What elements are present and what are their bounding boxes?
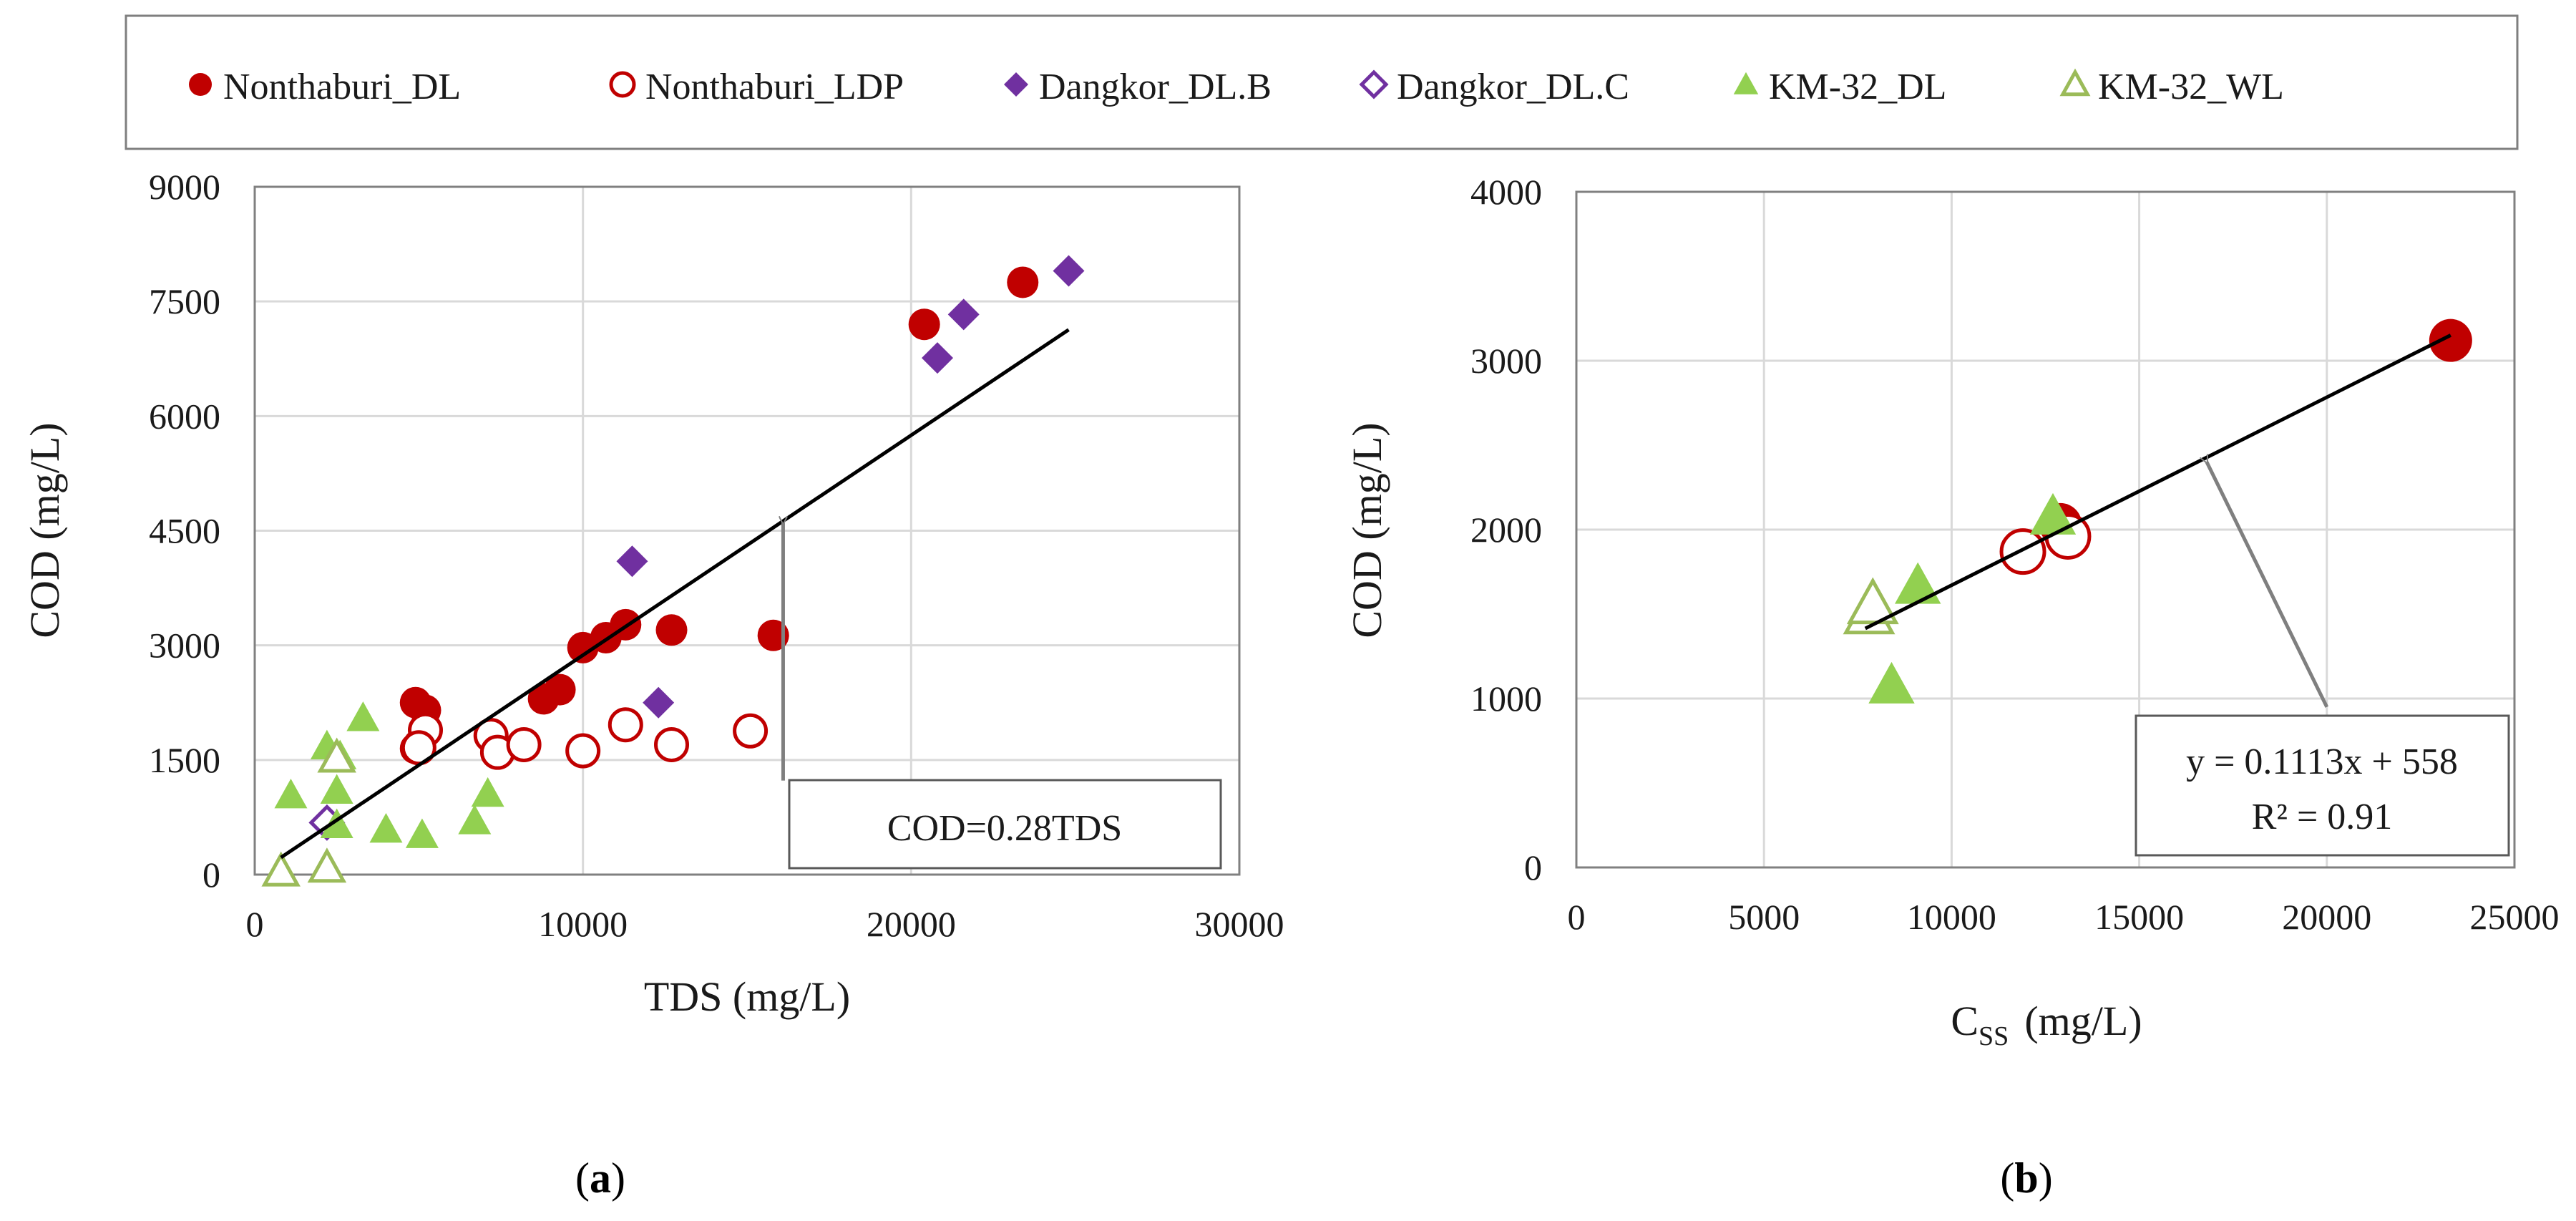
legend-label-nonthaburi-dl: Nonthaburi_DL <box>223 67 461 107</box>
chart-b-plot-frame <box>1575 190 2516 869</box>
chart-a-point-nonthaburi-ldp <box>654 726 690 762</box>
chart-a-x-tick-label: 0 <box>246 904 264 944</box>
chart-a-point-km-32-dl <box>346 701 380 731</box>
chart-a-point-nonthaburi-dl <box>1007 266 1039 298</box>
chart-b-point-km-32-dl <box>1895 562 1941 604</box>
chart-a-y-tick-label: 7500 <box>149 281 220 321</box>
chart-a-point-dangkor-dl-b <box>922 342 954 374</box>
chart-b-tick-labels: 0 5000 10000 15000 20000 25000 0 1000 2000 3000 40… <box>1470 172 2560 937</box>
chart-b-x-axis-title-unit: (mg/L) <box>2024 998 2142 1044</box>
legend-label-dangkor-dl-c: Dangkor_DL.C <box>1397 67 1629 107</box>
chart-a-point-nonthaburi-dl <box>655 614 688 646</box>
chart-b-equation: y = 0.1113x + 558 <box>2186 741 2458 782</box>
chart-a-point-km-32-dl <box>274 778 308 809</box>
chart-b-point-km-32-dl <box>2029 492 2077 535</box>
chart-a-plot-frame <box>253 185 1241 876</box>
chart-b-x-tick-label: 10000 <box>1907 897 1996 937</box>
chart-a-x-tick-label: 30000 <box>1195 904 1284 944</box>
chart-a-y-axis-title: COD (mg/L) <box>21 422 68 638</box>
chart-a-y-tick-label: 9000 <box>149 167 220 207</box>
chart-a-point-dangkor-dl-b <box>1053 255 1085 287</box>
legend-label-dangkor-dl-b: Dangkor_DL.B <box>1039 67 1272 107</box>
chart-a-point-km-32-dl <box>320 774 353 804</box>
chart-b-x-axis-title-main: C <box>1951 998 1979 1044</box>
chart-b-y-tick-label: 1000 <box>1470 678 1542 719</box>
chart-b-y-tick-label: 0 <box>1524 847 1542 887</box>
chart-a-x-axis-title: TDS (mg/L) <box>644 973 850 1020</box>
chart-a-point-dangkor-dl-b <box>643 686 675 719</box>
chart-a-y-tick-label: 3000 <box>149 626 220 666</box>
chart-b-arrow <box>2207 462 2329 708</box>
chart-a-y-tick-label: 0 <box>203 855 220 895</box>
chart-a-point-nonthaburi-dl <box>908 308 940 341</box>
chart-a-point-km-32-dl <box>369 813 403 843</box>
legend-label-km-32-dl: KM-32_DL <box>1769 67 1946 107</box>
chart-b-x-tick-label: 15000 <box>2094 897 2184 937</box>
chart-b-x-tick-label: 5000 <box>1728 897 1800 937</box>
chart-b-point-km-32-wl <box>1846 577 1899 625</box>
chart-a-point-dangkor-dl-b <box>616 545 648 578</box>
chart-a-y-tick-label: 6000 <box>149 396 220 436</box>
chart-b-y-tick-label: 4000 <box>1470 172 1542 212</box>
chart-a-point-km-32-wl <box>317 737 356 773</box>
chart-b-y-axis-title: COD (mg/L) <box>1344 422 1390 638</box>
chart-a-gridlines <box>255 187 1239 875</box>
legend-marker-dangkor-dl-b <box>1004 72 1028 97</box>
chart-a-annotation-box <box>788 779 1222 870</box>
chart-b-point-nonthaburi-ldp <box>1999 528 2046 575</box>
legend-items: Nonthaburi_DL Nonthaburi_LDP Dangkor_DL.B D… <box>189 67 2284 107</box>
chart-a-point-nonthaburi-ldp <box>608 707 643 743</box>
chart-a-y-tick-label: 4500 <box>149 511 220 551</box>
chart-a: 0 10000 20000 30000 0 1500 3000 4500 6000 7500 900… <box>21 167 1284 1202</box>
chart-a-equation: COD=0.28TDS <box>887 808 1122 849</box>
chart-a-point-km-32-dl <box>405 818 439 848</box>
chart-b-point-km-32-dl <box>1868 661 1915 704</box>
chart-a-point-nonthaburi-dl <box>544 673 576 706</box>
chart-a-tick-labels: 0 10000 20000 30000 0 1500 3000 4500 6000 7500 900… <box>149 167 1284 944</box>
chart-b-x-axis-title-sub: SS <box>1979 1021 2009 1051</box>
legend: Nonthaburi_DL Nonthaburi_LDP Dangkor_DL.B D… <box>125 14 2519 150</box>
chart-b-annotation-box <box>2135 714 2510 857</box>
legend-marker-km-32-wl <box>2059 68 2091 97</box>
chart-b-x-tick-label: 25000 <box>2470 897 2560 937</box>
chart-a-x-tick-label: 20000 <box>867 904 956 944</box>
chart-a-point-nonthaburi-ldp <box>733 713 769 749</box>
chart-a-point-km-32-wl <box>261 851 301 887</box>
chart-a-y-tick-label: 1500 <box>149 740 220 780</box>
chart-b-panel-label: (b) <box>2000 1154 2052 1202</box>
chart-a-point-nonthaburi-ldp <box>565 733 601 769</box>
chart-b-x-tick-label: 0 <box>1568 897 1586 937</box>
legend-label-km-32-wl: KM-32_WL <box>2098 67 2284 107</box>
legend-box <box>125 14 2519 150</box>
chart-b-point-nonthaburi-dl <box>2429 318 2472 362</box>
chart-b-trendline <box>1864 334 2451 631</box>
chart-b-y-tick-label: 3000 <box>1470 341 1542 381</box>
legend-marker-dangkor-dl-c <box>1359 69 1389 99</box>
chart-b-x-tick-label: 20000 <box>2282 897 2371 937</box>
legend-label-nonthaburi-ldp: Nonthaburi_LDP <box>645 67 904 107</box>
legend-marker-nonthaburi-ldp <box>609 71 636 98</box>
chart-a-points <box>261 255 1085 887</box>
chart-b-points <box>1843 318 2472 704</box>
chart-b-y-tick-label: 2000 <box>1470 510 1542 550</box>
chart-a-point-km-32-dl <box>458 804 492 835</box>
chart-a-point-km-32-dl <box>471 777 504 807</box>
chart-a-point-km-32-dl <box>320 808 353 838</box>
chart-b: 0 5000 10000 15000 20000 25000 0 1000 2000 3000 40… <box>1344 172 2560 1202</box>
chart-a-x-tick-label: 10000 <box>538 904 628 944</box>
chart-a-point-km-32-wl <box>307 847 347 883</box>
chart-a-point-dangkor-dl-b <box>947 298 980 331</box>
legend-marker-km-32-dl <box>1733 72 1759 94</box>
chart-b-r-squared: R² = 0.91 <box>2252 797 2393 837</box>
chart-a-panel-label: (a) <box>575 1154 625 1202</box>
chart-a-point-nonthaburi-dl <box>757 619 789 651</box>
chart-a-point-nonthaburi-ldp <box>506 726 542 762</box>
legend-marker-nonthaburi-dl <box>189 73 212 96</box>
chart-b-x-axis-title: CSS (mg/L) <box>1951 998 2142 1051</box>
chart-a-trendline <box>280 328 1070 860</box>
